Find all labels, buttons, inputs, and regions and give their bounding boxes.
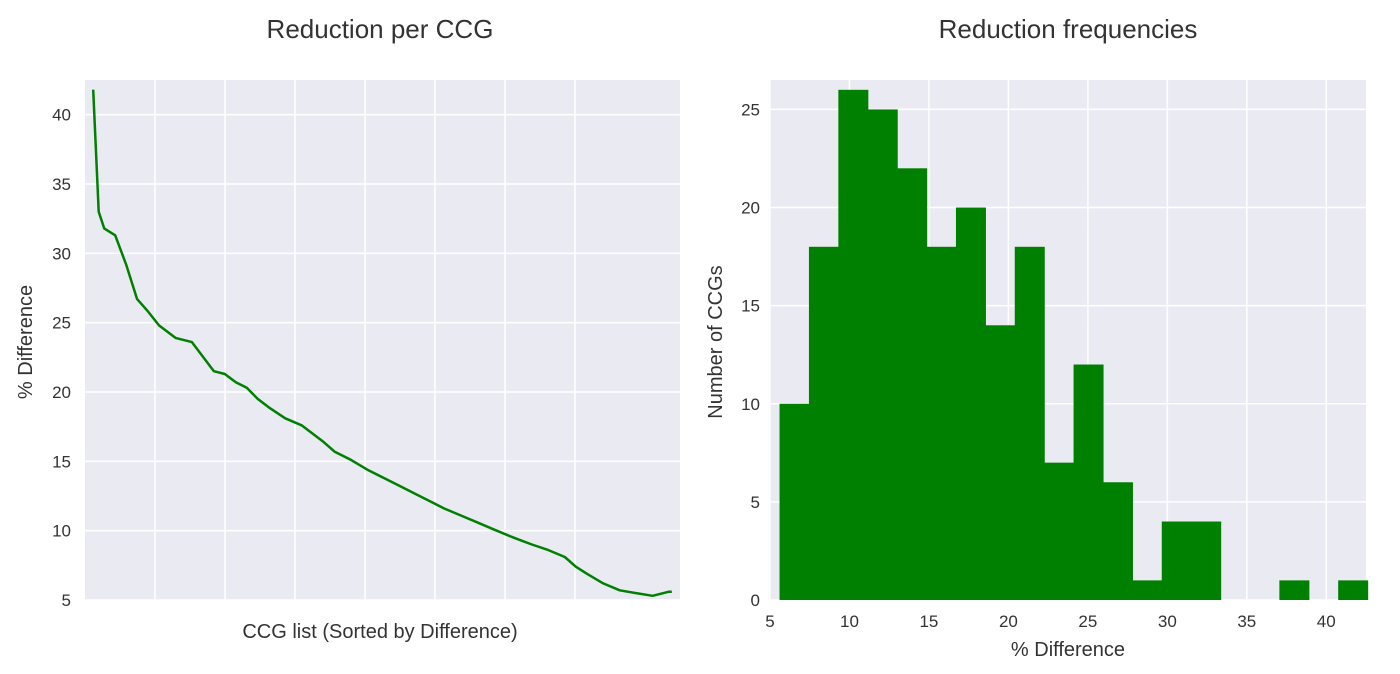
histogram-bar [838,89,869,601]
y-tick-label: 30 [52,244,71,263]
y-tick-label: 25 [52,314,71,333]
y-tick-label: 25 [741,100,760,119]
histogram-bar [779,403,810,600]
histogram-bar [1014,246,1045,600]
x-tick-label: 40 [1317,612,1336,631]
y-tick-label: 40 [52,106,71,125]
histogram-bar [1338,580,1369,600]
histogram-bar [808,246,839,600]
line-series [91,89,672,598]
histogram-bar [1279,580,1310,600]
histogram-bar [1191,521,1222,600]
histogram-x-label: % Difference [1011,639,1125,661]
y-tick-label: 5 [62,591,71,610]
histogram-bar [867,109,898,600]
line-chart-plot-area [85,80,680,600]
line-chart-y-ticks: 5 10 15 20 25 30 35 40 [52,106,71,610]
histogram-chart: Reduction frequencies 5 10 15 20 25 30 35 40 05… [705,14,1369,661]
histogram-bar [926,246,957,600]
histogram-bar [955,207,986,600]
histogram-y-ticks: 0 5 10 15 20 25 [741,100,760,610]
histogram-bar [1132,580,1163,600]
x-tick-label: 15 [919,612,938,631]
y-tick-label: 10 [52,522,71,541]
histogram-bar [985,325,1016,600]
histogram-bar [1044,462,1075,600]
line-chart-title: Reduction per CCG [267,14,494,44]
y-tick-label: 35 [52,175,71,194]
x-tick-label: 20 [999,612,1018,631]
y-tick-label: 10 [741,395,760,414]
x-tick-label: 5 [765,612,774,631]
y-tick-label: 15 [52,452,71,471]
x-tick-label: 25 [1078,612,1097,631]
histogram-bar [1102,482,1133,600]
histogram-y-label: Number of CCGs [705,265,727,418]
histogram-bar [897,168,928,600]
line-chart-x-label: CCG list (Sorted by Difference) [242,621,517,643]
y-tick-label: 20 [741,199,760,218]
y-tick-label: 15 [741,297,760,316]
x-tick-label: 35 [1237,612,1256,631]
histogram-x-ticks: 5 10 15 20 25 30 35 40 [765,612,1335,631]
y-tick-label: 20 [52,383,71,402]
x-tick-label: 10 [840,612,859,631]
histogram-bar [1073,364,1104,600]
y-tick-label: 5 [751,493,760,512]
histogram-bar [1161,521,1192,600]
line-chart: Reduction per CCG 5 10 15 20 25 30 35 40 CCG li… [15,14,680,643]
histogram-bars [779,89,1369,601]
y-tick-label: 0 [751,591,760,610]
line-chart-y-label: % Difference [15,285,37,399]
line-chart-gridlines [85,80,680,601]
x-tick-label: 30 [1158,612,1177,631]
histogram-title: Reduction frequencies [939,14,1198,44]
